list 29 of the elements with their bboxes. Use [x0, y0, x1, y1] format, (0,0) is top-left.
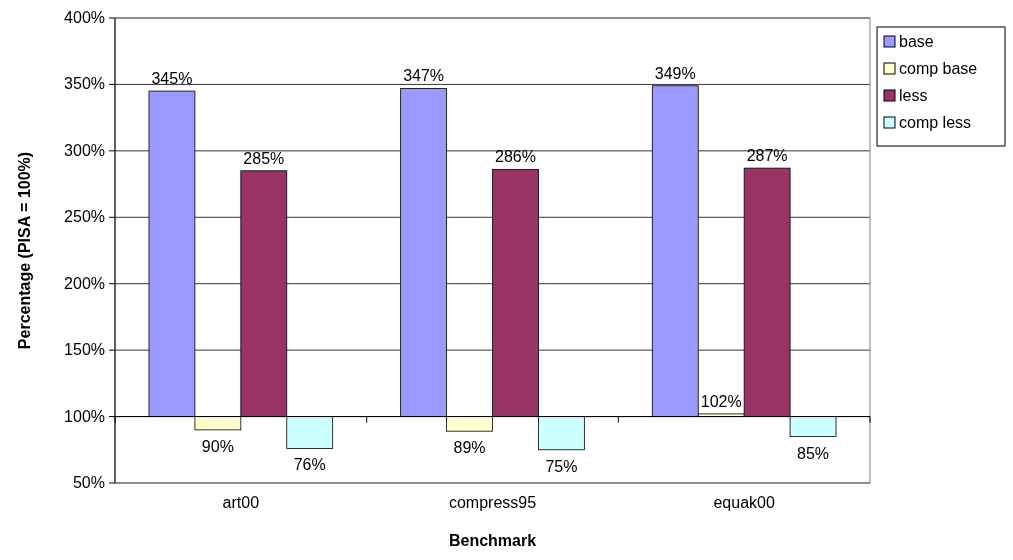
data-label: 345% — [151, 70, 193, 88]
data-label: 287% — [746, 147, 788, 165]
data-label: 75% — [545, 457, 578, 475]
data-label: 76% — [293, 456, 326, 474]
y-tick-label: 250% — [64, 208, 105, 226]
legend-label: comp base — [899, 60, 978, 77]
y-tick-label: 200% — [64, 274, 105, 292]
data-label: 349% — [654, 64, 696, 82]
y-axis-title: Percentage (PISA = 100%) — [16, 151, 33, 350]
y-tick-label: 50% — [72, 474, 105, 491]
data-label: 90% — [201, 437, 234, 455]
x-tick-label: art00 — [222, 494, 260, 511]
data-label: 85% — [797, 444, 830, 462]
x-tick-label: equak00 — [713, 494, 775, 511]
data-label: 285% — [243, 149, 285, 167]
x-tick-label: compress95 — [448, 494, 537, 511]
legend-label: comp less — [899, 114, 972, 131]
x-axis-title: Benchmark — [448, 532, 537, 549]
y-tick-label: 300% — [64, 141, 105, 159]
data-label: 102% — [700, 392, 742, 410]
y-tick-label: 150% — [64, 341, 105, 359]
data-label: 347% — [403, 67, 445, 85]
y-tick-label: 100% — [64, 407, 105, 425]
y-tick-label: 350% — [64, 75, 105, 93]
data-label: 286% — [495, 148, 536, 166]
legend-label: less — [899, 87, 928, 104]
legend-label: base — [899, 33, 934, 50]
y-tick-label: 400% — [64, 9, 105, 26]
data-label: 89% — [453, 439, 486, 457]
